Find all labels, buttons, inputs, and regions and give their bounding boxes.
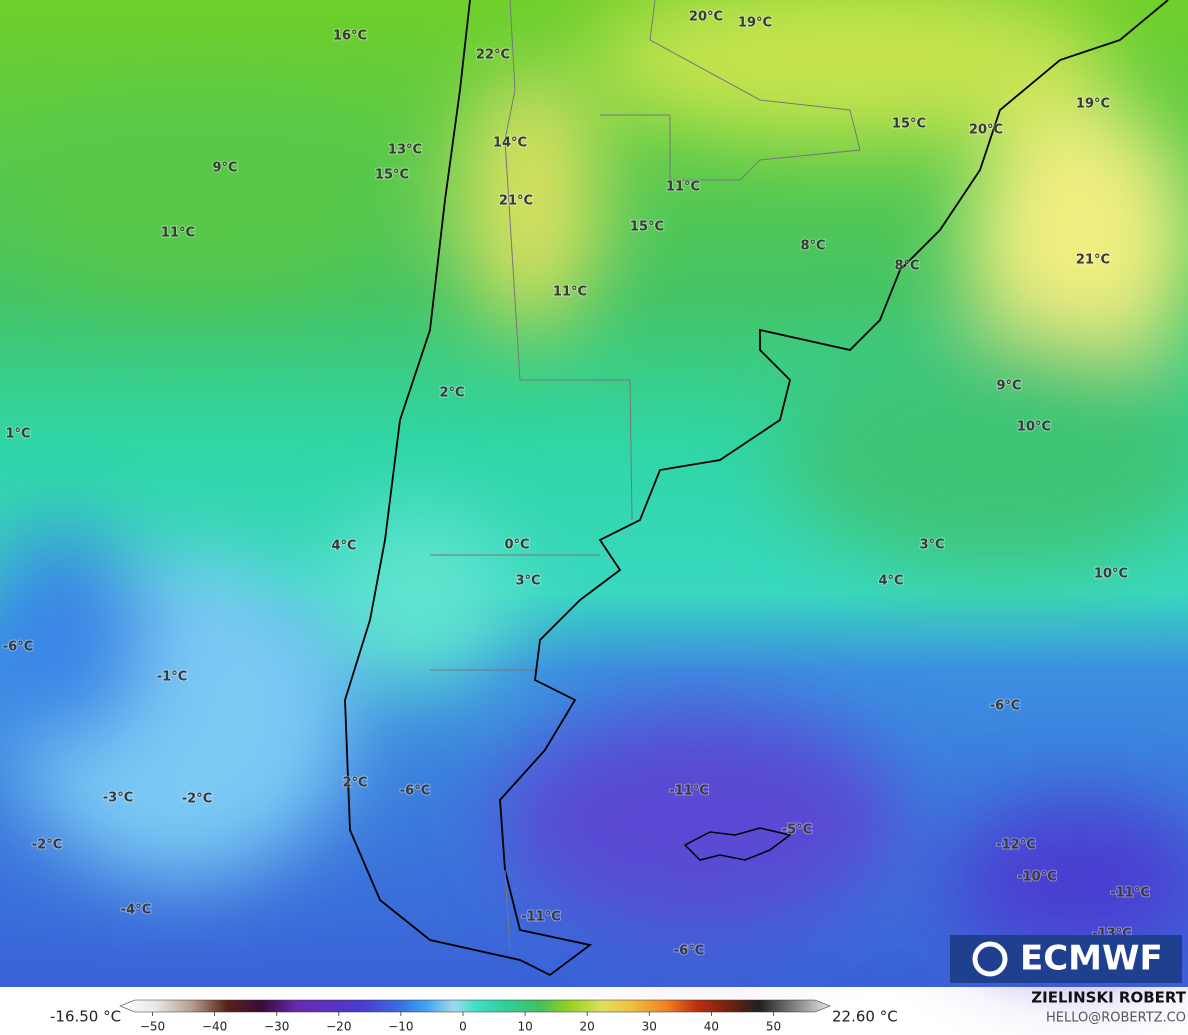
temperature-label: -11°C	[1110, 886, 1150, 901]
temperature-label: -4°C	[121, 903, 151, 918]
temperature-label: 3°C	[919, 538, 944, 553]
temperature-label: -6°C	[3, 640, 33, 655]
temperature-label: 10°C	[1094, 567, 1128, 582]
temperature-label: -1°C	[157, 670, 187, 685]
colorbar-tick-label: 50	[766, 1020, 781, 1034]
colorbar-tick-label: 10	[517, 1020, 532, 1034]
temperature-label: 13°C	[388, 143, 422, 158]
borders	[430, 0, 861, 951]
temperature-label: 19°C	[738, 16, 772, 31]
credit-email: HELLO@ROBERTZ.CO	[1046, 1011, 1186, 1026]
temperature-label: 20°C	[969, 123, 1003, 138]
temperature-label: 2°C	[342, 776, 367, 791]
temperature-label: 4°C	[878, 574, 903, 589]
temperature-label: 1°C	[5, 427, 30, 442]
temperature-labels: 16°C 22°C 20°C 19°C 13°C 14°C 15°C 9°C 11°C 19°C 1…	[2, 9, 1151, 960]
temperature-label: 0°C	[504, 538, 529, 553]
temperature-label: -2°C	[32, 838, 62, 853]
temperature-label: -12°C	[996, 838, 1036, 853]
colorbar-tick-label: 0	[459, 1020, 467, 1034]
temperature-label: -11°C	[669, 784, 709, 799]
colorbar-tick-label: −30	[264, 1020, 289, 1034]
temperature-label: 11°C	[161, 226, 195, 241]
temperature-label: -6°C	[400, 784, 430, 799]
temperature-label: 15°C	[375, 168, 409, 183]
temperature-label: 10°C	[1017, 420, 1051, 435]
temperature-label: -6°C	[990, 699, 1020, 714]
temperature-label: -3°C	[103, 791, 133, 806]
colorbar-tick-label: 30	[642, 1020, 657, 1034]
temperature-label: 14°C	[493, 136, 527, 151]
colorbar-bar	[119, 999, 831, 1013]
temperature-label: 15°C	[892, 117, 926, 132]
temperature-label: -5°C	[782, 823, 812, 838]
temperature-label: 22°C	[476, 48, 510, 63]
temperature-label: -6°C	[674, 944, 704, 959]
temperature-label: 19°C	[1076, 97, 1110, 112]
coastline	[344, 0, 1169, 977]
colorbar: -16.50 °C 22.60 °C −50 −40 −30 −20 −10 0 10 20 3…	[50, 999, 898, 1034]
credit-name: ZIELINSKI ROBERT	[1031, 989, 1186, 1007]
temperature-label: -11°C	[521, 910, 561, 925]
temperature-label: 8°C	[894, 259, 919, 274]
colorbar-tick-label: −20	[326, 1020, 351, 1034]
temperature-label: 8°C	[800, 239, 825, 254]
logo-text: ECMWF	[1020, 939, 1163, 979]
temperature-label: 9°C	[996, 379, 1021, 394]
colorbar-tick-label: 40	[704, 1020, 719, 1034]
colorbar-tick-label: −10	[388, 1020, 413, 1034]
temperature-label: 11°C	[553, 285, 587, 300]
temperature-label: 2°C	[439, 386, 464, 401]
temperature-label: 16°C	[333, 29, 367, 44]
logo-icon	[972, 941, 1008, 977]
colorbar-tick-label: −50	[140, 1020, 165, 1034]
temperature-label: 11°C	[666, 180, 700, 195]
temperature-label: 3°C	[515, 574, 540, 589]
temperature-label: -2°C	[182, 792, 212, 807]
temperature-label: 20°C	[689, 10, 723, 25]
map: 16°C 22°C 20°C 19°C 13°C 14°C 15°C 9°C 11°C 19°C 1…	[0, 0, 1188, 987]
temperature-label: -10°C	[1017, 870, 1057, 885]
colorbar-tick-label: −40	[202, 1020, 227, 1034]
temperature-label: 21°C	[499, 194, 533, 209]
colorbar-min: -16.50 °C	[50, 1008, 121, 1026]
colorbar-tick-label: 20	[580, 1020, 595, 1034]
temperature-label: 21°C	[1076, 253, 1110, 268]
temperature-field	[0, 0, 1188, 960]
temperature-label: 9°C	[212, 161, 237, 176]
falkland-islands	[683, 827, 792, 861]
temperature-label: 15°C	[630, 220, 664, 235]
temperature-label: 4°C	[331, 539, 356, 554]
colorbar-max: 22.60 °C	[832, 1008, 898, 1026]
